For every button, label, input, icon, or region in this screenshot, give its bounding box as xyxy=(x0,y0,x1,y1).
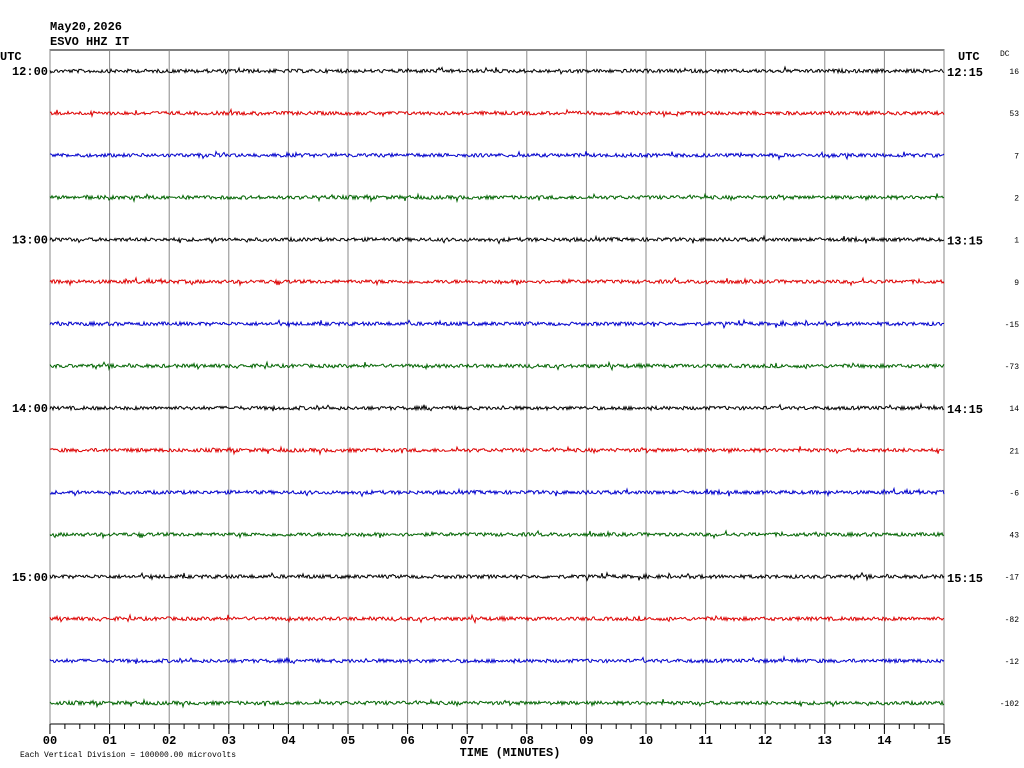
x-tick-label: 03 xyxy=(222,734,236,748)
trace xyxy=(49,613,945,625)
dc-value: -17 xyxy=(1005,574,1020,583)
dc-value: -12 xyxy=(1005,658,1020,667)
x-tick-label: 06 xyxy=(400,734,414,748)
trace xyxy=(49,698,945,709)
x-tick-label: 13 xyxy=(818,734,832,748)
x-axis-label: TIME (MINUTES) xyxy=(460,746,561,760)
dc-value: -102 xyxy=(1000,700,1019,709)
note: Each Vertical Division = 100000.00 micro… xyxy=(20,751,236,760)
trace xyxy=(49,234,945,245)
chart-title: May20,2026 xyxy=(50,20,122,34)
right-header: UTC xyxy=(958,50,980,64)
dc-header: DC xyxy=(1000,50,1010,59)
dc-value: -6 xyxy=(1009,489,1019,498)
trace xyxy=(49,107,945,119)
trace xyxy=(49,402,945,412)
dc-value: 9 xyxy=(1014,279,1019,288)
trace xyxy=(49,571,945,582)
x-tick-label: 07 xyxy=(460,734,474,748)
x-tick-label: 05 xyxy=(341,734,355,748)
hour-label: 14:15 xyxy=(947,403,983,417)
x-tick-label: 11 xyxy=(698,734,712,748)
dc-value: 16 xyxy=(1009,68,1019,77)
trace xyxy=(49,486,945,498)
trace xyxy=(49,529,945,540)
dc-value: 7 xyxy=(1014,152,1019,161)
hour-label: 15:15 xyxy=(947,572,983,586)
hour-label: 15:00 xyxy=(12,571,48,585)
station: ESVO HHZ IT xyxy=(50,35,129,49)
trace xyxy=(49,150,945,161)
dc-value: 14 xyxy=(1009,405,1019,414)
dc-value: -15 xyxy=(1005,321,1020,330)
hour-label: 12:00 xyxy=(12,65,48,79)
x-tick-label: 08 xyxy=(520,734,534,748)
trace xyxy=(49,65,945,76)
x-tick-label: 12 xyxy=(758,734,772,748)
x-tick-label: 09 xyxy=(579,734,593,748)
dc-value: -82 xyxy=(1005,616,1020,625)
dc-value: 53 xyxy=(1009,110,1019,119)
x-tick-label: 04 xyxy=(281,734,295,748)
trace xyxy=(49,318,945,330)
x-tick-label: 15 xyxy=(937,734,951,748)
dc-value: 1 xyxy=(1014,237,1019,246)
dc-value: 21 xyxy=(1009,447,1019,456)
trace xyxy=(49,445,945,456)
dc-value: 2 xyxy=(1014,195,1019,204)
x-tick-label: 02 xyxy=(162,734,176,748)
trace xyxy=(49,192,945,204)
hour-label: 12:15 xyxy=(947,66,983,80)
trace xyxy=(49,655,945,665)
x-tick-label: 01 xyxy=(102,734,116,748)
hour-label: 13:15 xyxy=(947,235,983,249)
x-tick-label: 10 xyxy=(639,734,653,748)
plot-frame xyxy=(49,49,945,725)
trace xyxy=(49,276,945,287)
x-tick-label: 00 xyxy=(43,734,57,748)
dc-value: -73 xyxy=(1005,363,1020,372)
trace xyxy=(49,360,945,372)
hour-label: 14:00 xyxy=(12,402,48,416)
hour-label: 13:00 xyxy=(12,234,48,248)
x-tick-label: 14 xyxy=(877,734,891,748)
left-header: UTC xyxy=(0,50,22,64)
dc-value: 43 xyxy=(1009,532,1019,541)
